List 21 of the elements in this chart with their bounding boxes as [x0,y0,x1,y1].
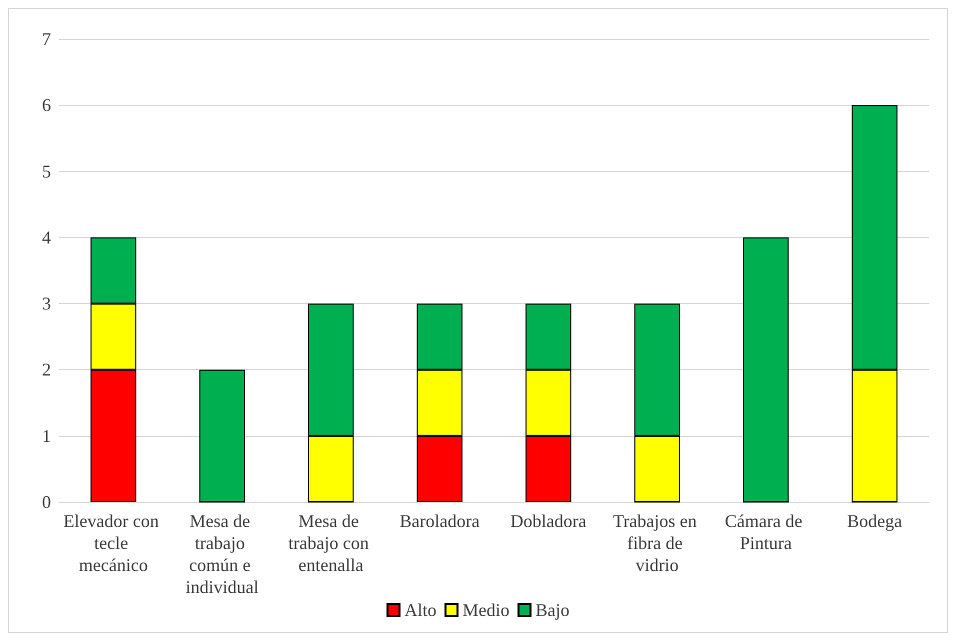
bar [199,370,245,502]
x-tick-label: Elevador con tecle mecánico [63,511,164,575]
y-tick-label: 4 [42,227,51,248]
y-tick-label: 7 [42,29,51,49]
y-tick-label: 5 [42,161,51,182]
y-tick-label: 2 [42,360,51,380]
y-tick-label: 6 [42,95,51,116]
legend-label: Medio [462,600,510,620]
y-tick-label: 3 [42,294,51,314]
x-tick-label: Cámara de Pintura [724,511,807,553]
y-tick-label: 1 [42,426,51,446]
x-tick-label: Baroladora [400,511,480,531]
bar [743,237,789,502]
x-tick-label: Trabajos en fibra de vidrio [612,511,702,575]
legend-label: Alto [404,600,437,620]
y-tick-label: 0 [42,492,51,512]
x-tick-label: Mesa de trabajo común e individual [186,511,259,597]
legend-label: Bajo [536,600,570,620]
x-tick-label: Mesa de trabajo con entenalla [288,511,374,575]
x-tick-label: Bodega [847,511,902,531]
x-tick-label: Dobladora [510,511,586,531]
